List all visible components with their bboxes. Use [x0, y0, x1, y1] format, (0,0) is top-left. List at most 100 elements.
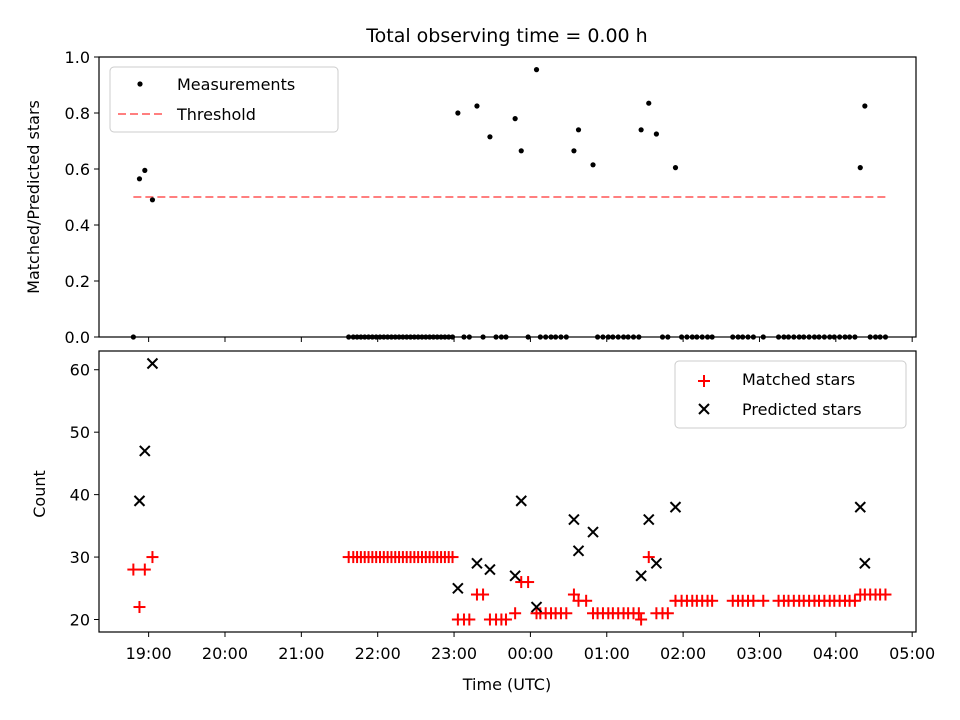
predicted-star-marker	[859, 557, 871, 570]
top-panel: 0.0 0.2 0.4 0.6 0.8 1.0 Matched/Predicted sta…	[24, 48, 917, 347]
bottom-x-ticks: 19:00 20:00 21:00 22:00 23:00 00:00 01:00 02:00…	[126, 632, 935, 663]
predicted-star-marker	[587, 526, 599, 538]
matched-star-marker	[138, 563, 151, 576]
matched-star-marker	[463, 613, 476, 626]
chart-title: Total observing time = 0.00 h	[365, 25, 647, 47]
measurement-point	[455, 110, 461, 116]
bottom-y-tick-label: 20	[70, 611, 90, 630]
matched-star-marker	[499, 613, 512, 626]
matched-star-marker	[706, 594, 719, 607]
matched-star-marker	[879, 588, 892, 601]
bottom-y-tick-label: 40	[70, 486, 90, 505]
measurement-point	[638, 127, 644, 133]
measurement-point	[487, 134, 493, 140]
measurement-point	[590, 162, 596, 168]
measurement-point	[512, 116, 518, 122]
predicted-star-marker	[635, 570, 647, 582]
predicted-star-marker	[452, 582, 464, 594]
predicted-star-marker	[669, 501, 682, 513]
top-y-tick-label: 0.0	[65, 328, 90, 347]
measurement-point	[518, 148, 524, 154]
predicted-star-marker	[484, 563, 496, 576]
predicted-star-marker	[530, 601, 543, 613]
predicted-star-marker	[471, 557, 483, 570]
legend-predicted-label: Predicted stars	[742, 400, 862, 419]
matched-star-marker	[446, 551, 459, 564]
legend-measurements-label: Measurements	[177, 75, 295, 94]
matched-star-marker	[146, 551, 159, 564]
x-tick-label: 20:00	[202, 644, 248, 663]
x-axis-label: Time (UTC)	[462, 675, 551, 694]
matched-star-marker	[567, 588, 580, 601]
bottom-y-axis-label: Count	[30, 470, 49, 518]
measurement-point	[575, 127, 582, 133]
measurement-point	[149, 197, 156, 203]
bottom-marks	[127, 357, 892, 626]
top-legend: Measurements Threshold	[109, 66, 339, 133]
matched-star-marker	[560, 607, 573, 620]
matched-star-marker	[477, 588, 490, 601]
x-tick-label: 22:00	[355, 644, 401, 663]
predicted-star-marker	[146, 357, 159, 370]
bottom-y-tick-label: 30	[70, 548, 90, 567]
x-tick-label: 05:00	[889, 644, 935, 663]
top-axes-frame	[98, 56, 917, 338]
legend-matched-marker	[698, 375, 710, 387]
matched-star-marker	[580, 594, 593, 607]
x-tick-label: 01:00	[584, 644, 630, 663]
bottom-axes-frame	[98, 350, 917, 633]
top-y-tick-label: 0.6	[65, 160, 90, 179]
x-tick-label: 04:00	[813, 644, 859, 663]
predicted-star-marker	[650, 557, 663, 570]
top-y-tick-label: 0.8	[65, 104, 90, 123]
measurement-point	[142, 167, 148, 173]
measurement-point	[533, 67, 540, 73]
bottom-y-tick-label: 60	[70, 361, 90, 380]
legend-matched-label: Matched stars	[742, 370, 855, 389]
top-legend-box	[109, 66, 339, 133]
matched-star-marker	[848, 594, 861, 607]
measurement-point	[672, 165, 679, 171]
matched-star-marker	[133, 601, 146, 614]
matched-star-marker	[642, 551, 655, 564]
measurement-point	[646, 100, 652, 106]
bottom-y-ticks: 20 30 40 50 60	[70, 361, 99, 630]
measurement-point	[862, 103, 868, 109]
predicted-star-marker	[854, 501, 866, 513]
predicted-star-marker	[509, 570, 521, 582]
x-tick-label: 23:00	[431, 644, 477, 663]
predicted-star-marker	[139, 445, 151, 457]
matched-star-marker	[635, 613, 648, 626]
top-y-tick-label: 0.4	[65, 216, 90, 235]
legend-predicted-marker	[698, 403, 710, 415]
legend-threshold-label: Threshold	[176, 105, 256, 124]
predicted-star-marker	[133, 495, 146, 507]
matched-star-marker	[127, 563, 140, 576]
bottom-legend-box	[674, 360, 907, 429]
top-y-ticks: 0.0 0.2 0.4 0.6 0.8 1.0	[65, 48, 99, 347]
top-y-tick-label: 0.2	[65, 272, 90, 291]
bottom-y-tick-label: 50	[70, 423, 90, 442]
legend-measurements-marker	[137, 81, 143, 87]
matched-star-marker	[757, 594, 770, 607]
predicted-star-marker	[572, 545, 585, 557]
measurement-point	[857, 165, 863, 171]
measurement-point	[474, 103, 480, 109]
predicted-star-marker	[643, 513, 655, 526]
top-y-tick-label: 1.0	[65, 48, 90, 67]
x-tick-label: 21:00	[278, 644, 324, 663]
bottom-legend: Matched stars Predicted stars	[674, 360, 907, 429]
top-y-axis-label: Matched/Predicted stars	[24, 100, 43, 294]
matched-star-marker	[522, 576, 535, 589]
measurement-point	[653, 131, 659, 137]
bottom-panel: 20 30 40 50 60 19:00 20:00 21:00 22:00 23:00 00:0…	[30, 350, 935, 694]
predicted-star-marker	[515, 495, 527, 507]
top-x-ticks	[148, 337, 913, 342]
matched-star-marker	[661, 607, 674, 620]
measurement-point	[571, 148, 577, 154]
predicted-star-marker	[568, 513, 580, 526]
x-tick-label: 19:00	[126, 644, 172, 663]
x-tick-label: 03:00	[736, 644, 782, 663]
matched-star-marker	[632, 607, 645, 620]
